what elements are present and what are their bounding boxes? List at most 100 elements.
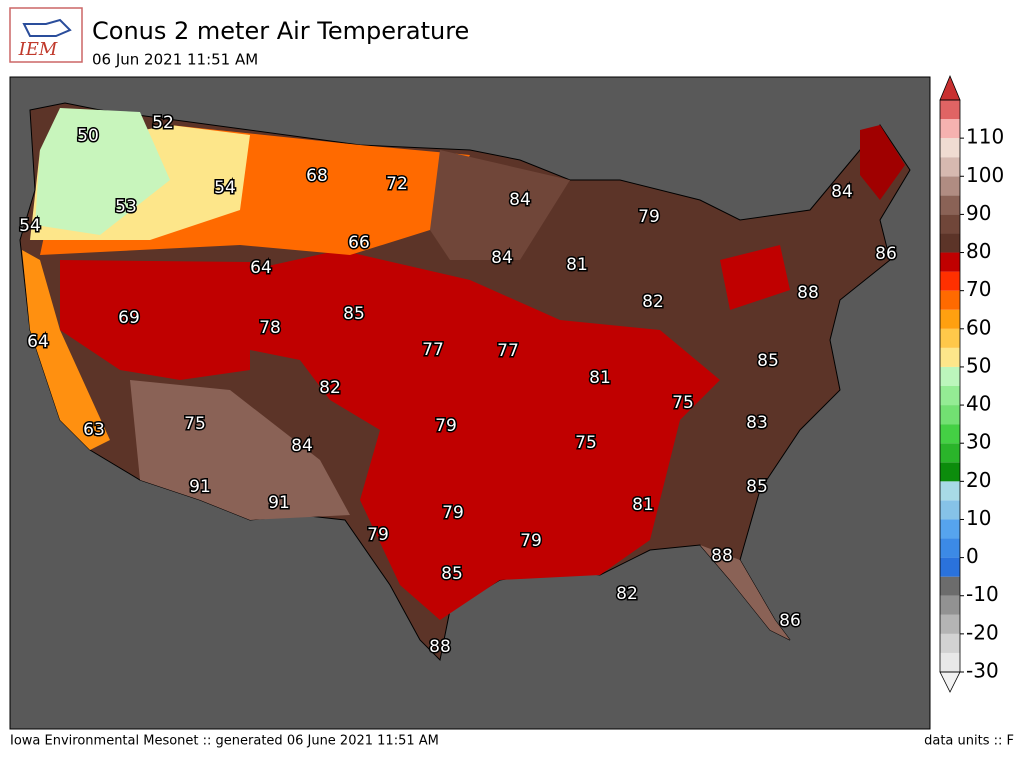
contour-label: 75 <box>575 433 597 453</box>
colorbar-band <box>940 100 960 120</box>
colorbar-band <box>940 328 960 348</box>
logo-text: IEM <box>18 39 58 60</box>
contour-label: 81 <box>632 495 654 515</box>
contour-label: 75 <box>672 393 694 413</box>
contour-label: 81 <box>566 255 588 275</box>
footer-right: data units :: F <box>924 734 1014 749</box>
contour-label: 83 <box>746 413 768 433</box>
colorbar-band <box>940 576 960 596</box>
contour-label: 68 <box>306 166 328 186</box>
contour-label: 88 <box>797 283 819 303</box>
contour-label: 85 <box>343 304 365 324</box>
contour-label: 88 <box>711 546 733 566</box>
contour-label: 85 <box>441 564 463 584</box>
colorbar-band <box>940 405 960 425</box>
region-florida <box>700 545 790 640</box>
colorbar-band <box>940 271 960 291</box>
colorbar-under <box>939 671 961 693</box>
colorbar-band <box>940 386 960 406</box>
colorbar-band <box>940 119 960 139</box>
contour-label: 82 <box>642 292 664 312</box>
colorbar-band <box>940 462 960 482</box>
colorbar-band <box>940 214 960 234</box>
colorbar-over <box>939 74 961 101</box>
map: 50 52 54 68 72 53 54 84 84 79 66 64 84 81 86 88 69 85 78 82… <box>18 102 911 662</box>
colorbar-band <box>940 557 960 577</box>
contour-label: 79 <box>435 416 457 436</box>
colorbar-band <box>940 595 960 615</box>
logo: IEM <box>9 7 83 63</box>
colorbar-tick-label: 10 <box>966 506 991 530</box>
region-cool <box>35 108 170 235</box>
logo-mark <box>22 18 72 37</box>
contour-label: 84 <box>491 248 513 268</box>
title: Conus 2 meter Air Temperature <box>92 17 469 45</box>
contour-label: 53 <box>115 197 137 217</box>
region-warm <box>60 260 250 380</box>
contour-label: 78 <box>259 318 281 338</box>
colorbar-tick-label: 110 <box>966 125 1004 149</box>
contour-label: 52 <box>152 113 174 133</box>
contour-label: 75 <box>184 414 206 434</box>
colorbar-band <box>940 538 960 558</box>
contour-label: 86 <box>779 611 801 631</box>
contour-label: 85 <box>746 477 768 497</box>
colorbar-tick-label: 80 <box>966 239 991 263</box>
colorbar-tick-label: 50 <box>966 353 991 377</box>
colorbar-band <box>940 481 960 501</box>
contour-label: 72 <box>386 174 408 194</box>
contour-label: 54 <box>214 178 236 198</box>
contour-label: 91 <box>189 477 211 497</box>
colorbar-tick-label: -10 <box>966 582 999 606</box>
colorbar-band <box>940 652 960 672</box>
contour-label: 82 <box>616 584 638 604</box>
contour-label: 66 <box>348 233 370 253</box>
colorbar-tick-label: 20 <box>966 468 991 492</box>
colorbar-tick-label: 60 <box>966 315 991 339</box>
region-warm <box>250 250 720 620</box>
colorbar-band <box>940 443 960 463</box>
contour-label: 85 <box>757 351 779 371</box>
colorbar-band <box>940 347 960 367</box>
colorbar-band <box>940 195 960 215</box>
colorbar-tick-label: -20 <box>966 620 999 644</box>
colorbar-tick-label: -30 <box>966 659 999 683</box>
contour-label: 79 <box>442 503 464 523</box>
colorbar-band <box>940 252 960 272</box>
contour-label: 79 <box>520 531 542 551</box>
contour-label: 81 <box>589 368 611 388</box>
contour-label: 79 <box>367 525 389 545</box>
contour-label: 84 <box>509 190 531 210</box>
footer-left: Iowa Environmental Mesonet :: generated … <box>10 734 439 749</box>
colorbar-band <box>940 138 960 158</box>
colorbar-tick-label: 70 <box>966 277 991 301</box>
colorbar-tick-label: 0 <box>966 544 979 568</box>
contour-label: 82 <box>319 378 341 398</box>
colorbar-tick-label: 30 <box>966 430 991 454</box>
colorbar-tick-label: 100 <box>966 163 1004 187</box>
colorbar: -30 -20 -10 0 10 20 30 40 50 60 70 80 90 100 110 <box>939 74 1004 693</box>
colorbar-band <box>940 366 960 386</box>
colorbar-tick-label: 40 <box>966 392 991 416</box>
colorbar-outline <box>939 99 961 673</box>
contour-label: 84 <box>831 182 853 202</box>
contour-label: 84 <box>291 436 313 456</box>
contour-label: 50 <box>77 126 99 146</box>
colorbar-band <box>940 309 960 329</box>
contour-label: 91 <box>268 493 290 513</box>
colorbar-band <box>940 176 960 196</box>
region-north <box>430 150 570 260</box>
contour-label: 77 <box>422 340 444 360</box>
region-warm <box>860 125 905 200</box>
colorbar-band <box>940 500 960 520</box>
contour-label: 77 <box>497 341 519 361</box>
region-coast <box>22 250 110 450</box>
contour-label: 54 <box>19 216 41 236</box>
colorbar-band <box>940 614 960 634</box>
colorbar-band <box>940 157 960 177</box>
colorbar-band <box>940 290 960 310</box>
contour-label: 79 <box>638 207 660 227</box>
contour-label: 64 <box>27 332 49 352</box>
subtitle: 06 Jun 2021 11:51 AM <box>92 51 258 69</box>
